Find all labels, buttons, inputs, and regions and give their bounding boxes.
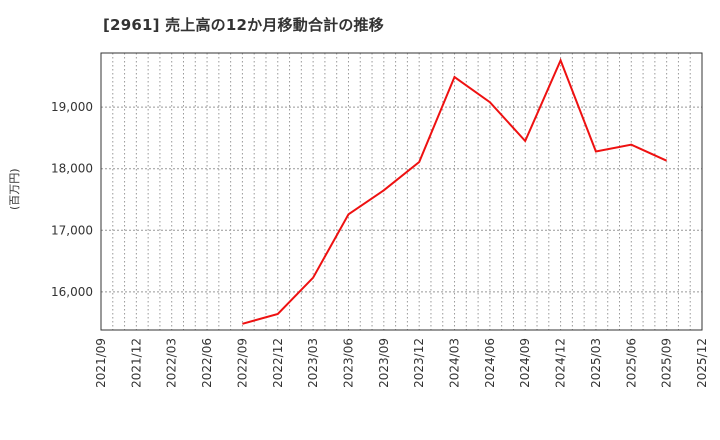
y-tick-label: 17,000 — [51, 223, 93, 237]
y-axis-ticks: 16,000 17,000 18,000 19,000 — [51, 100, 93, 299]
x-tick-label: 2022/03 — [165, 338, 179, 388]
data-series-line — [242, 57, 668, 325]
y-tick-label: 18,000 — [51, 162, 93, 176]
y-tick-label: 16,000 — [51, 285, 93, 299]
x-axis-ticks: 2021/09 2021/12 2022/03 2022/06 2022/09 2022/… — [94, 338, 709, 388]
x-tick-label: 2022/09 — [235, 338, 249, 388]
x-tick-label: 2021/12 — [129, 338, 143, 388]
y-tick-label: 19,000 — [51, 100, 93, 114]
x-tick-label: 2024/12 — [554, 338, 568, 388]
x-tick-label: 2021/09 — [94, 338, 108, 388]
x-tick-label: 2025/03 — [589, 338, 603, 388]
plot-frame — [100, 52, 703, 331]
x-tick-label: 2023/12 — [412, 338, 426, 388]
x-tick-label: 2023/03 — [306, 338, 320, 388]
x-tick-label: 2023/09 — [377, 338, 391, 388]
grid-lines — [101, 53, 702, 330]
x-tick-label: 2024/03 — [448, 338, 462, 388]
chart-title: [2961] 売上高の12か月移動合計の推移 — [103, 16, 384, 34]
x-tick-label: 2022/06 — [200, 338, 214, 388]
x-tick-label: 2025/06 — [624, 338, 638, 388]
x-tick-label: 2023/06 — [341, 338, 355, 388]
x-tick-label: 2022/12 — [271, 338, 285, 388]
x-tick-label: 2025/12 — [695, 338, 709, 388]
x-tick-label: 2024/09 — [518, 338, 532, 388]
x-tick-label: 2024/06 — [483, 338, 497, 388]
x-tick-label: 2025/09 — [660, 338, 674, 388]
